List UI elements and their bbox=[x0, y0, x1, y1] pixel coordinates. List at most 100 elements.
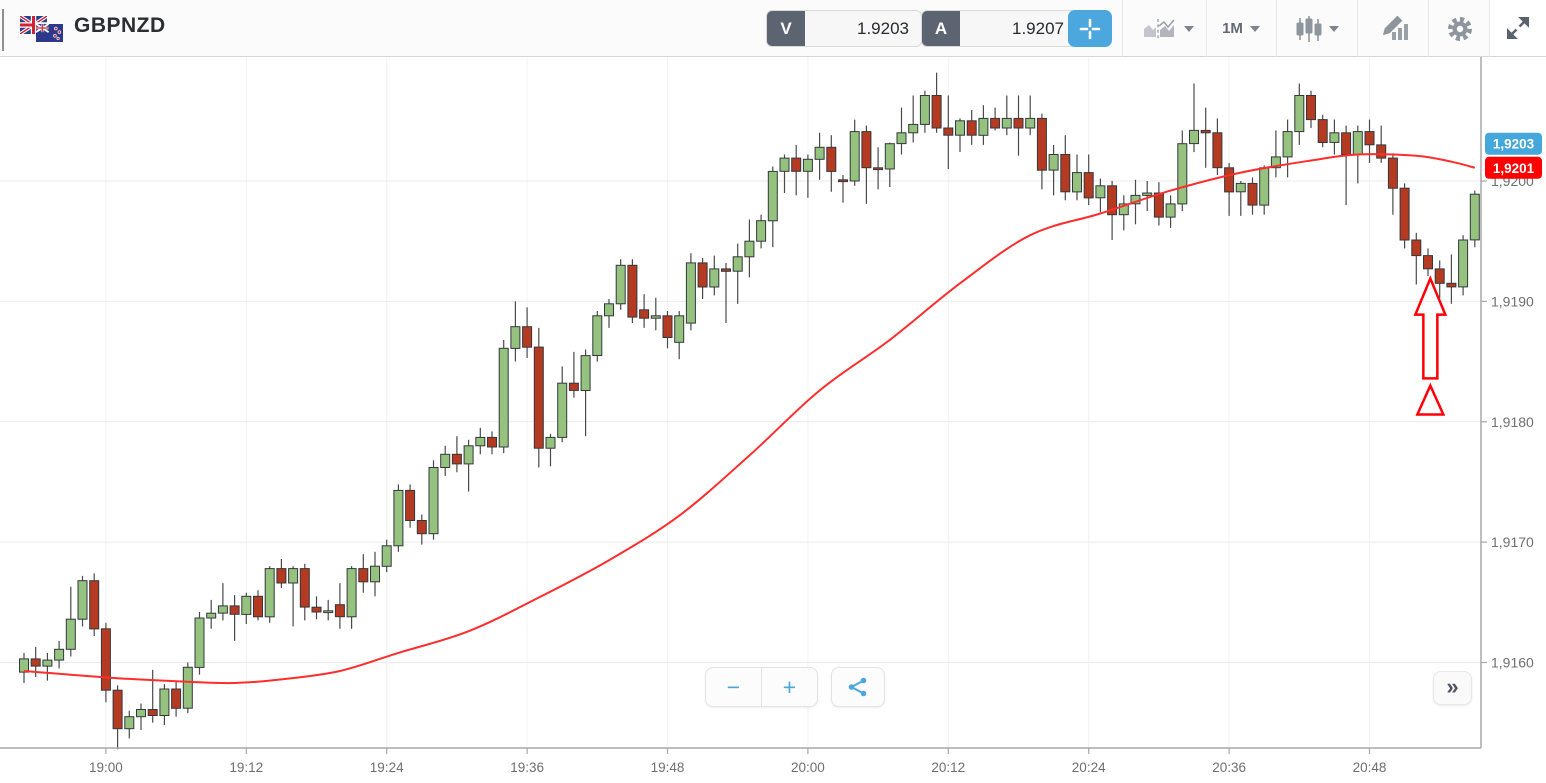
chevron-down-icon bbox=[1328, 25, 1339, 32]
candle-body bbox=[779, 157, 790, 172]
bid-button[interactable]: V 1.9203 bbox=[766, 10, 922, 47]
candle-body bbox=[206, 612, 217, 619]
candle-body bbox=[1025, 117, 1036, 129]
candle-body bbox=[54, 648, 65, 661]
candle-body bbox=[30, 658, 41, 667]
candle-body bbox=[311, 606, 322, 613]
candle-body bbox=[1387, 157, 1398, 189]
candle-body bbox=[943, 127, 954, 136]
candle-body bbox=[744, 240, 755, 258]
candle-body bbox=[709, 268, 720, 288]
draw-indicators-button[interactable] bbox=[1363, 0, 1423, 57]
annotation-triangle bbox=[1415, 382, 1446, 416]
symbol-flags bbox=[20, 13, 68, 45]
candle-body bbox=[440, 453, 451, 468]
candle-body bbox=[978, 117, 989, 136]
candle-body bbox=[1153, 192, 1164, 218]
chart-header: GBPNZD V 1.9203 A 1.9207 bbox=[0, 0, 1546, 57]
candle-body bbox=[1060, 154, 1071, 193]
candle-body bbox=[1341, 132, 1352, 156]
candle-body bbox=[697, 262, 708, 288]
ma-price-badge bbox=[1485, 156, 1542, 179]
moving-average-line bbox=[23, 153, 1476, 685]
candle-body bbox=[182, 666, 193, 709]
candle-body bbox=[919, 95, 930, 125]
candle-body bbox=[1458, 239, 1469, 288]
candle-body bbox=[42, 659, 53, 667]
candle-body bbox=[1306, 95, 1316, 121]
candle-body bbox=[580, 355, 591, 392]
candle-body bbox=[89, 580, 100, 630]
candle-body bbox=[487, 436, 497, 448]
candle-body bbox=[1376, 144, 1387, 159]
crosshair-button[interactable] bbox=[1068, 10, 1112, 47]
chart-type-dropdown[interactable] bbox=[1284, 0, 1350, 57]
zoom-divider bbox=[761, 668, 762, 706]
candle-body bbox=[370, 565, 380, 583]
toolbar-divider bbox=[1206, 0, 1207, 57]
zoom-controls: − + bbox=[705, 667, 818, 707]
share-button[interactable] bbox=[831, 667, 885, 707]
candle-body bbox=[802, 158, 813, 172]
toolbar-divider bbox=[1122, 0, 1123, 57]
candle-body bbox=[428, 467, 439, 535]
toolbar-divider bbox=[1357, 0, 1358, 57]
candle-body bbox=[346, 568, 357, 618]
nz-flag-icon bbox=[36, 24, 63, 42]
candle-body bbox=[545, 436, 556, 449]
candle-body bbox=[1083, 172, 1094, 199]
candle-body bbox=[767, 170, 778, 222]
candle-body bbox=[1364, 131, 1375, 146]
fullscreen-button[interactable] bbox=[1490, 0, 1546, 56]
candle-body bbox=[1142, 192, 1153, 196]
candle-body bbox=[112, 689, 123, 730]
candle-body bbox=[1118, 203, 1129, 216]
zoom-out-button[interactable]: − bbox=[706, 668, 761, 706]
timeframe-dropdown[interactable]: 1M bbox=[1212, 0, 1270, 57]
zoom-in-button[interactable]: + bbox=[762, 668, 817, 706]
candle-body bbox=[1107, 185, 1118, 216]
pencil-chart-icon bbox=[1382, 15, 1408, 40]
candle-body bbox=[241, 595, 252, 615]
candle-body bbox=[627, 264, 638, 318]
candle-body bbox=[908, 123, 919, 134]
candle-body bbox=[1165, 203, 1176, 218]
candle-body bbox=[1200, 129, 1211, 134]
svg-text:1,9201: 1,9201 bbox=[1493, 161, 1535, 176]
candle-body bbox=[358, 568, 369, 583]
candle-body bbox=[931, 95, 942, 129]
candle-body bbox=[838, 179, 848, 183]
candle-body bbox=[299, 568, 310, 608]
candle-body bbox=[1224, 167, 1235, 193]
candle-body bbox=[721, 268, 731, 272]
candle-body bbox=[1469, 193, 1480, 241]
candle-body bbox=[814, 146, 825, 160]
candle-body bbox=[1001, 117, 1012, 129]
candle-body bbox=[1095, 185, 1106, 199]
gear-icon bbox=[1448, 16, 1472, 41]
candle-body bbox=[194, 617, 205, 668]
candle-body bbox=[1282, 131, 1293, 158]
candle-body bbox=[884, 143, 895, 170]
compare-charts-button[interactable] bbox=[1132, 0, 1204, 57]
candle-body bbox=[1036, 117, 1047, 171]
candle-body bbox=[276, 568, 287, 584]
time-axis-label: 19:48 bbox=[651, 760, 685, 775]
candle-body bbox=[159, 688, 170, 716]
time-axis-label: 19:36 bbox=[510, 760, 544, 775]
window-edge-divider bbox=[2, 9, 4, 51]
ask-value: 1.9207 bbox=[1012, 18, 1064, 38]
candle-body bbox=[732, 256, 743, 272]
ask-button[interactable]: A 1.9207 bbox=[921, 10, 1077, 47]
chevron-down-icon bbox=[1249, 25, 1260, 32]
settings-button[interactable] bbox=[1436, 0, 1484, 57]
share-icon bbox=[848, 677, 867, 697]
candle-body bbox=[662, 315, 673, 338]
collapse-panel-button[interactable]: » bbox=[1433, 671, 1472, 705]
candle-body bbox=[592, 315, 603, 356]
toolbar-divider bbox=[1489, 0, 1490, 57]
chart-canvas[interactable]: 1,9160 1,9170 1,9180 1,9190 1,9200 19:00 19:12… bbox=[0, 57, 1546, 783]
candle-body bbox=[147, 709, 158, 716]
toolbar-divider bbox=[1428, 0, 1429, 57]
